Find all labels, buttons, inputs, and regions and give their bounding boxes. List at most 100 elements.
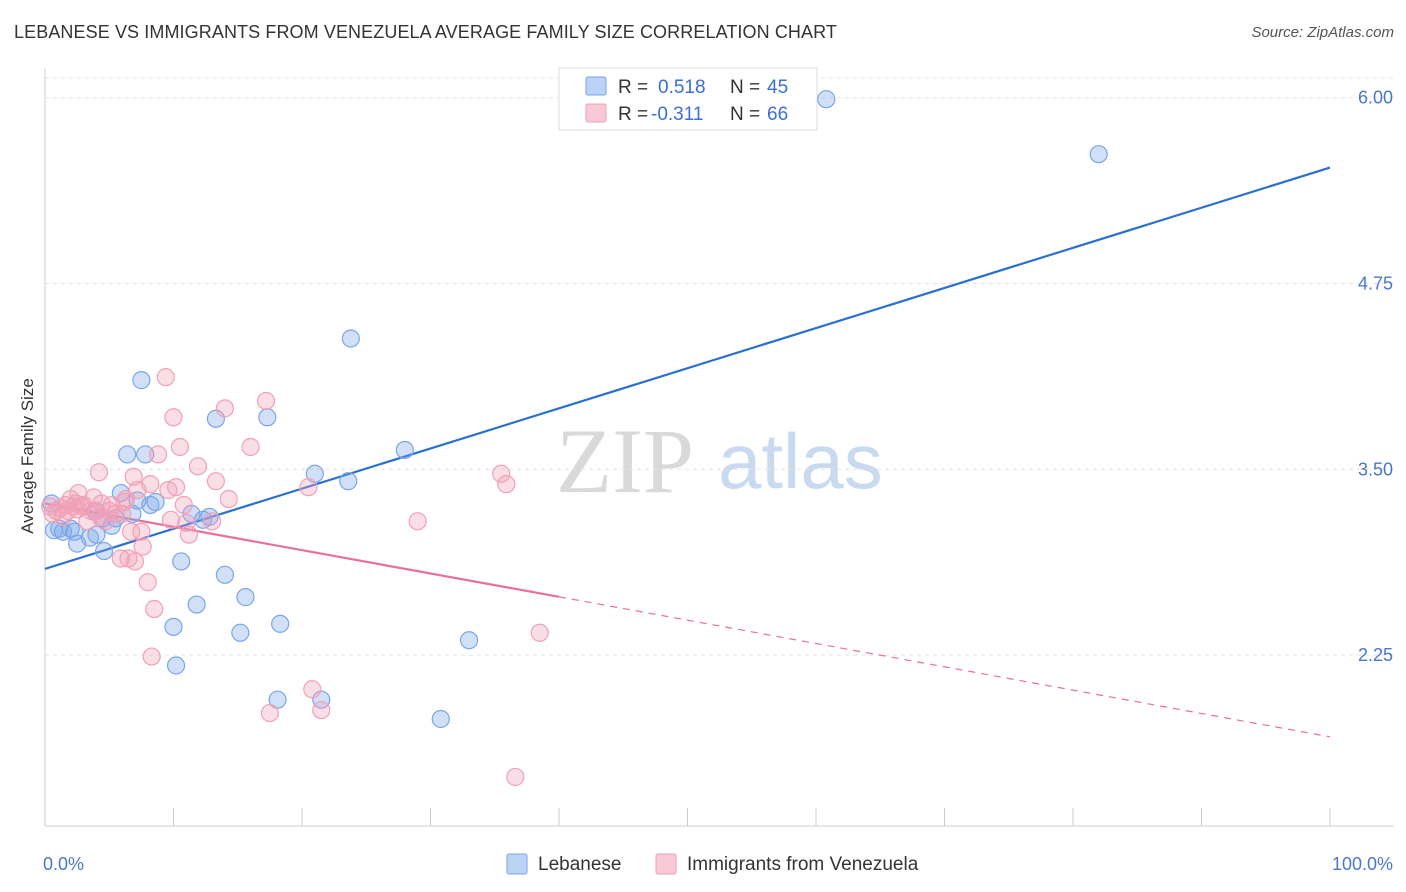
x-tick-labels: 0.0% 100.0% [43,854,1393,874]
x-tick-label-1: 100.0% [1332,854,1393,874]
point-venezuela-49 [179,525,199,544]
bottom-swatch-lebanese [506,853,528,875]
point-venezuela-43 [161,510,181,529]
point-venezuela-57 [260,703,279,723]
legend-n-value-1: 45 [767,77,788,98]
legend-r-label-1: R = [618,77,648,98]
gridlines [45,77,1394,656]
point-venezuela-54 [219,489,238,509]
point-venezuela-59 [303,680,322,699]
series-legend: Lebanese Immigrants from Venezuela [506,853,919,875]
chart-title: LEBANESE VS IMMIGRANTS FROM VENEZUELA AV… [14,22,838,42]
bottom-legend-lebanese: Lebanese [538,854,621,875]
point-venezuela-34 [132,522,151,541]
point-lebanese-41 [431,709,450,729]
point-lebanese-26 [187,595,206,614]
point-venezuela-38 [142,647,161,666]
trend-lines [44,166,1331,738]
point-lebanese-32 [236,588,255,607]
point-lebanese-39 [341,329,360,348]
point-venezuela-53 [215,399,234,418]
point-venezuela-37 [141,475,160,494]
point-venezuela-36 [138,573,157,592]
legend-r-value-1: 0.518 [658,77,706,98]
point-venezuela-44 [164,408,183,427]
trend-line-venezuela-dashed [558,596,1331,738]
point-lebanese-22 [164,617,183,636]
point-venezuela-25 [111,549,130,568]
point-lebanese-11 [95,541,114,561]
data-points [41,90,1108,787]
bottom-legend-venezuela: Immigrants from Venezuela [687,854,919,875]
point-venezuela-31 [124,467,143,486]
point-lebanese-23 [166,656,186,675]
point-lebanese-44 [1089,145,1108,164]
point-lebanese-19 [136,445,155,464]
y-tick-label-0: 2.25 [1358,645,1393,665]
legend-swatch-lebanese [585,76,607,96]
point-lebanese-18 [132,371,151,390]
point-venezuela-58 [299,478,318,497]
point-lebanese-33 [258,408,277,427]
point-venezuela-32 [125,552,145,571]
point-venezuela-56 [256,391,276,411]
watermark-atlas: atlas [718,417,883,505]
point-venezuela-35 [133,537,152,556]
x-tick-label-0: 0.0% [43,854,84,874]
point-lebanese-5 [65,522,84,541]
point-lebanese-34 [268,690,287,709]
point-venezuela-15 [82,501,101,521]
point-venezuela-63 [497,475,516,494]
watermark-zip: ZIP [556,410,694,512]
stats-legend: R = 0.518 N = 45 R = -0.311 N = 66 [558,67,818,131]
point-lebanese-24 [172,552,191,571]
source-credit: Source: ZipAtlas.com [1251,24,1394,41]
legend-r-value-2: -0.311 [651,104,703,125]
point-lebanese-42 [459,631,479,650]
point-venezuela-26 [112,504,132,523]
legend-swatch-venezuela [585,103,607,123]
trend-line-lebanese [44,166,1331,570]
legend-n-label-2: N = [730,104,760,125]
y-tick-labels: 2.25 3.50 4.75 6.00 [1358,88,1393,665]
legend-n-value-2: 66 [767,104,788,125]
point-venezuela-21 [96,512,115,531]
point-lebanese-30 [215,565,234,584]
point-venezuela-47 [174,495,193,515]
point-venezuela-30 [121,522,141,541]
point-venezuela-62 [492,464,511,483]
point-venezuela-52 [206,472,226,491]
point-venezuela-18 [89,463,109,482]
point-lebanese-43 [817,90,836,109]
point-venezuela-40 [148,445,168,464]
y-tick-label-2: 4.75 [1358,274,1393,294]
point-lebanese-20 [141,495,160,515]
point-venezuela-65 [530,623,549,642]
legend-n-label-1: N = [730,77,760,98]
point-lebanese-9 [87,525,106,544]
point-venezuela-55 [241,437,260,457]
point-lebanese-21 [146,492,165,512]
point-venezuela-51 [202,512,222,531]
point-venezuela-39 [145,599,164,619]
point-venezuela-41 [156,368,175,387]
point-venezuela-48 [177,513,196,532]
point-lebanese-29 [206,409,226,428]
y-tick-label-1: 3.50 [1358,459,1393,479]
y-tick-label-3: 6.00 [1358,88,1393,108]
bottom-swatch-venezuela [655,853,677,875]
axes [44,68,1394,827]
point-venezuela-61 [408,512,427,531]
legend-r-label-2: R = [618,104,648,125]
point-venezuela-45 [166,478,186,497]
point-lebanese-40 [395,440,414,460]
point-lebanese-37 [312,690,331,709]
y-axis-label: Average Family Size [18,378,37,534]
point-lebanese-38 [339,472,358,491]
point-lebanese-35 [271,614,290,633]
point-venezuela-46 [170,437,190,457]
point-lebanese-31 [231,623,250,642]
point-venezuela-50 [188,457,208,476]
point-venezuela-60 [312,700,331,720]
